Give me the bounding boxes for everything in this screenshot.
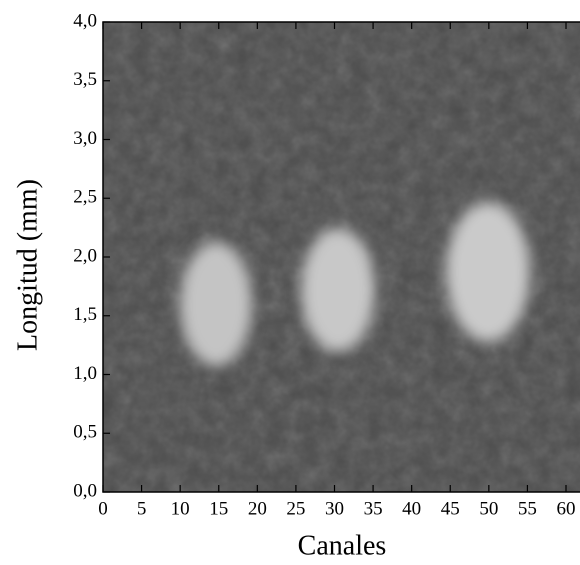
x-tick-label: 60 [557,498,576,519]
x-tick-label: 25 [286,498,305,519]
bright-spot [180,242,252,366]
y-axis-title: Longitud (mm) [12,179,43,351]
x-tick-label: 45 [441,498,460,519]
image [103,22,580,492]
x-tick-label: 10 [171,498,190,519]
y-tick-label: 2,5 [73,187,97,208]
x-axis-title: Canales [298,530,387,561]
x-tick-label: 0 [98,498,108,519]
x-tick-label: 20 [248,498,267,519]
x-tick-label: 5 [137,498,147,519]
y-tick-label: 0,5 [73,422,97,443]
x-tick-label: 55 [518,498,537,519]
y-tick-label: 2,0 [73,245,97,266]
x-tick-label: 50 [479,498,498,519]
y-tick-label: 3,0 [73,128,97,149]
y-tick-label: 0,0 [73,480,97,501]
x-tick-label: 30 [325,498,344,519]
bright-spot [446,202,530,342]
y-tick-label: 3,5 [73,69,97,90]
x-tick-label: 35 [364,498,383,519]
x-tick-label: 40 [402,498,421,519]
y-tick-label: 1,0 [73,363,97,384]
y-tick-label: 1,5 [73,304,97,325]
bright-spot [301,228,375,352]
x-tick-label: 15 [209,498,228,519]
y-tick-label: 4,0 [73,10,97,31]
